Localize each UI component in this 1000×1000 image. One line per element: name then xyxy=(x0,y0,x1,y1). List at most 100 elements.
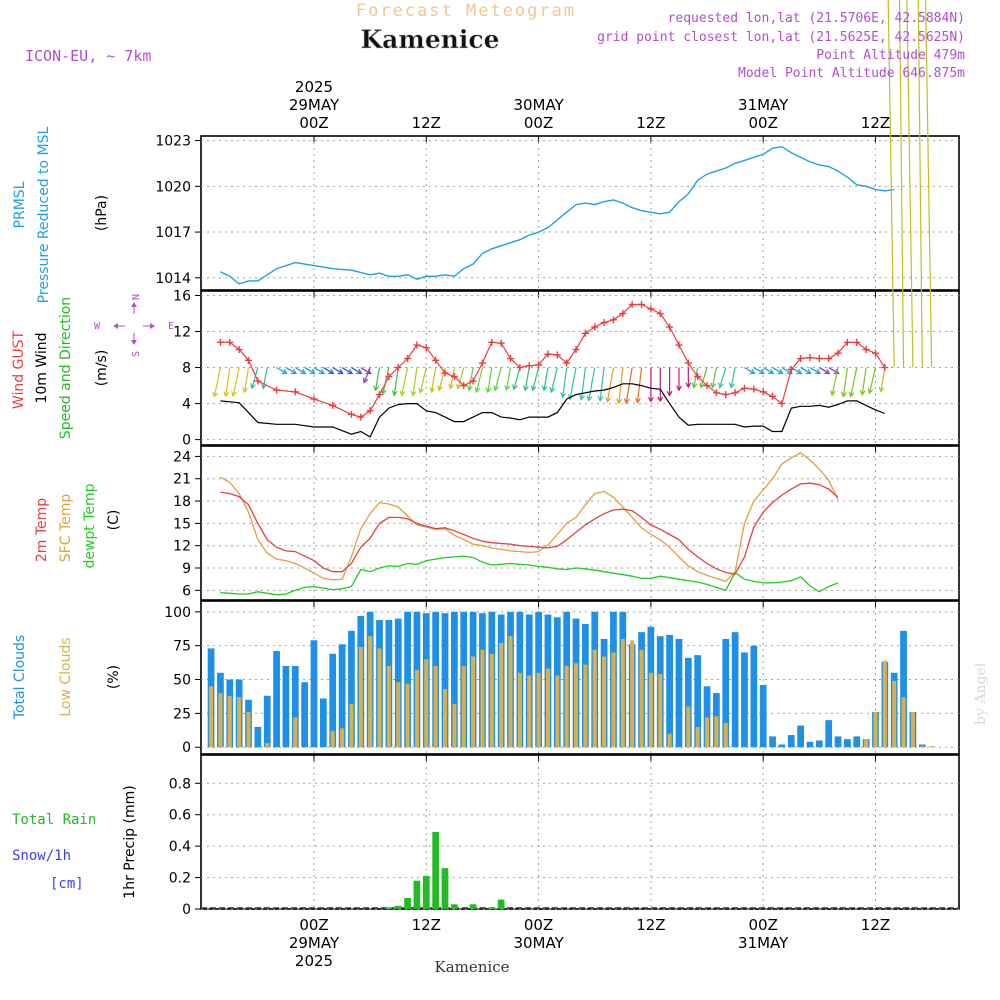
ytick-label-pressure: 1014 xyxy=(155,271,191,287)
ytick-label-temp: 24 xyxy=(173,449,191,465)
wind-arrow-head xyxy=(281,368,288,375)
temp2m-line xyxy=(220,482,839,575)
low-cloud-bar xyxy=(340,728,345,748)
wind-arrow-head xyxy=(328,368,335,375)
low-cloud-bar xyxy=(265,743,270,748)
low-cloud-bar xyxy=(620,638,625,748)
wind-gust-marker xyxy=(244,356,252,364)
wind-direction-arrow xyxy=(719,367,727,388)
total-cloud-bar xyxy=(703,686,711,748)
top-date-label: 30MAY xyxy=(513,96,564,114)
wind-gust-label: Wind GUST xyxy=(11,330,27,409)
total-cloud-bar xyxy=(750,645,758,748)
wind-arrow-head xyxy=(796,368,803,375)
wind-direction-arrow xyxy=(744,367,755,375)
wind-direction-arrow xyxy=(772,367,783,375)
wind-gust-marker xyxy=(712,389,720,397)
low-cloud-bar xyxy=(592,649,597,748)
wind-gust-marker xyxy=(450,373,458,381)
point-altitude: Point Altitude 479m xyxy=(816,48,965,63)
wind-direction-arrow xyxy=(599,367,605,401)
wind-arrow-head xyxy=(485,387,492,394)
low-cloud-bar xyxy=(686,706,691,748)
rain-bar xyxy=(451,904,458,909)
wind-gust-marker xyxy=(376,391,384,399)
low-cloud-bar xyxy=(929,745,934,748)
low-cloud-bar xyxy=(695,726,700,748)
wind-arrow-head xyxy=(605,396,612,404)
wind-direction-arrow xyxy=(475,367,484,393)
wind-direction-arrow xyxy=(588,367,596,401)
low-clouds-label: Low Clouds xyxy=(58,637,74,716)
ytick-label-precip: 0.6 xyxy=(169,808,191,824)
wind-gust-marker xyxy=(329,401,337,409)
rain-bar xyxy=(404,898,411,909)
low-cloud-bar xyxy=(424,659,429,748)
total-cloud-bar xyxy=(254,726,262,748)
gridpoint-coords: grid point closest lon,lat (21.5625E, 42… xyxy=(597,30,965,45)
wind-direction-arrow xyxy=(313,367,325,375)
bottom-date-label: 31MAY xyxy=(738,934,789,952)
low-cloud-bar xyxy=(639,649,644,748)
wind-direction-arrow xyxy=(213,367,222,397)
wind-direction-arrow xyxy=(400,367,409,396)
wind-direction-arrow xyxy=(294,367,306,375)
low-cloud-bar xyxy=(910,712,915,748)
wind-gust-marker xyxy=(441,369,449,377)
wind-gust-marker xyxy=(609,316,617,324)
wind-direction-arrow xyxy=(332,367,344,375)
wind-direction-arrow xyxy=(225,367,231,397)
wind-direction-arrow xyxy=(842,367,849,397)
ytick-label-cloud: 0 xyxy=(182,740,191,756)
wind-gust-marker xyxy=(432,356,440,364)
wind-direction-arrow xyxy=(341,367,353,375)
compass-east: E xyxy=(168,321,174,332)
total-cloud-bar xyxy=(684,657,692,748)
watermark: by Angel xyxy=(973,662,989,725)
wind-direction-arrow xyxy=(906,0,914,368)
total-cloud-bar xyxy=(759,684,767,748)
wind-direction-arrow xyxy=(850,367,858,397)
wind-gust-marker xyxy=(507,355,515,363)
wind-direction-arrow xyxy=(431,367,437,393)
total-clouds-label: Total Clouds xyxy=(12,635,28,720)
bottom-hour-label: 00Z xyxy=(524,916,553,934)
wind-direction-arrow xyxy=(232,367,240,397)
bottom-hour-label: 12Z xyxy=(861,916,890,934)
wind-direction-arrow xyxy=(762,367,774,375)
total-cloud-bar xyxy=(797,725,804,748)
wind-arrow-head xyxy=(466,385,473,392)
low-cloud-bar xyxy=(209,686,214,748)
wind-arrow-head xyxy=(448,383,454,390)
wind-arrow-head xyxy=(309,368,316,375)
wind-gust-marker xyxy=(525,362,533,370)
wind-direction-arrow xyxy=(809,367,821,375)
rain-bar xyxy=(488,907,496,909)
wind-direction-arrow xyxy=(861,367,867,395)
top-hour-label: 12Z xyxy=(636,114,665,132)
wind-arrow-head xyxy=(474,387,481,394)
top-date-label: 29MAY xyxy=(289,96,340,114)
total-cloud-bar xyxy=(329,653,337,748)
low-cloud-bar xyxy=(293,717,298,748)
wind-arrow-head xyxy=(300,368,307,375)
wind-gust-marker xyxy=(638,301,646,309)
wind-direction-arrow xyxy=(625,367,633,404)
requested-coords: requested lon,lat (21.5706E, 42.5884N) xyxy=(668,11,965,26)
wind-direction-arrow xyxy=(262,367,268,389)
wind-gust-marker xyxy=(357,413,365,421)
wind-arrow-head xyxy=(242,387,249,394)
low-cloud-bar xyxy=(349,703,354,748)
ytick-label-pressure: 1023 xyxy=(155,134,191,150)
total-cloud-bar xyxy=(844,739,851,748)
wind-arrow-head xyxy=(758,368,765,375)
wind-direction-arrow xyxy=(323,367,334,375)
panel-frame-cloud xyxy=(200,600,960,755)
wind-arrow-head xyxy=(399,390,406,397)
wind-arrow-head xyxy=(231,390,237,398)
precip-unit: 1hr Precip (mm) xyxy=(122,785,138,898)
wind-gust-marker xyxy=(469,377,477,385)
wind-gust-marker xyxy=(628,301,636,309)
low-cloud-bar xyxy=(452,703,457,748)
ytick-label-wind: 4 xyxy=(182,397,191,413)
